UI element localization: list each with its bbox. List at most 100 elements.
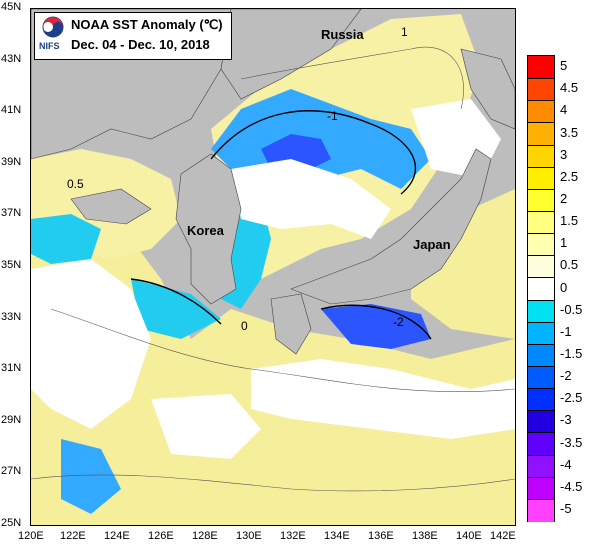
blue-patch-sw xyxy=(61,439,121,514)
land-shandong xyxy=(70,188,152,225)
colorbar-segment xyxy=(528,476,554,501)
colorbar-label: 5 xyxy=(560,58,568,74)
colorbar-label: -4 xyxy=(560,456,572,472)
colorbar-label: -5 xyxy=(560,500,572,516)
colorbar-segment xyxy=(528,366,554,390)
colorbar-segment xyxy=(528,144,554,169)
blue-patch-west xyxy=(31,214,101,264)
colorbar-label: -3.5 xyxy=(560,434,583,450)
colorbar-segment xyxy=(528,454,554,479)
label-korea: Korea xyxy=(187,223,224,238)
colorbar-label: -1.5 xyxy=(560,345,583,361)
colorbar-label: 3 xyxy=(560,146,568,162)
colorbar-segment xyxy=(528,321,554,346)
colorbar-label: -3 xyxy=(560,412,572,428)
lat-tick-label: 31N xyxy=(1,362,22,375)
colorbar-segment xyxy=(528,166,554,191)
lat-tick-label: 25N xyxy=(1,517,22,529)
colorbar-label: -1 xyxy=(560,323,572,339)
sst-map: Russia Korea Japan 0.5 -1 -2 0 1 xyxy=(30,8,516,526)
colorbar-label: 1.5 xyxy=(560,213,579,229)
contour-label: -1 xyxy=(327,109,338,123)
colorbar-segment xyxy=(528,122,554,147)
colorbar-label: 2 xyxy=(560,190,568,206)
land-korea xyxy=(175,153,242,305)
lon-tick-label: 130E xyxy=(236,530,262,542)
contour-label: -2 xyxy=(393,315,404,329)
contour-label: 0 xyxy=(241,319,248,333)
colorbar-label: -2 xyxy=(560,368,572,384)
land-kyushu xyxy=(270,293,312,355)
land-russia xyxy=(220,9,362,100)
lon-tick-label: 122E xyxy=(60,530,86,542)
contour-line xyxy=(320,304,432,340)
land-japan-honshu xyxy=(290,148,492,305)
nifs-logo-icon xyxy=(42,16,64,38)
colorbar-segment xyxy=(528,255,554,279)
label-japan: Japan xyxy=(413,237,451,252)
lat-tick-label: 43N xyxy=(1,52,22,65)
colorbar-segment xyxy=(528,100,554,124)
colorbar-label: 3.5 xyxy=(560,124,579,140)
land-hokkaido xyxy=(460,48,515,130)
colorbar-segment xyxy=(528,188,554,213)
lat-tick-label: 33N xyxy=(1,310,22,323)
colorbar-segment xyxy=(528,343,554,368)
contour-line xyxy=(130,278,222,325)
colorbar-label: -2.5 xyxy=(560,390,583,406)
cloud-area-3 xyxy=(251,359,515,439)
lat-tick-label: 41N xyxy=(1,104,22,117)
colorbar-segment xyxy=(528,233,554,257)
label-russia: Russia xyxy=(321,27,364,42)
lon-tick-label: 124E xyxy=(104,530,130,542)
lon-tick-label: 132E xyxy=(280,530,306,542)
colorbar-segment xyxy=(528,211,554,235)
cloud-area-1 xyxy=(31,259,151,429)
lon-tick-label: 126E xyxy=(148,530,174,542)
colorbar-label: -4.5 xyxy=(560,478,583,494)
lon-tick-label: 138E xyxy=(412,530,438,542)
colorbar xyxy=(527,55,555,523)
map-title: NOAA SST Anomaly (℃) xyxy=(71,17,223,32)
contour-line xyxy=(240,46,464,110)
lat-tick-label: 39N xyxy=(1,155,22,168)
lon-tick-label: 134E xyxy=(324,530,350,542)
logo-text: NIFS xyxy=(39,41,60,51)
contour-line xyxy=(50,308,515,393)
colorbar-segment xyxy=(528,56,554,79)
cloud-area-2 xyxy=(231,159,391,239)
date-range: Dec. 04 - Dec. 10, 2018 xyxy=(71,37,210,52)
lat-tick-label: 29N xyxy=(1,413,22,426)
lon-tick-label: 136E xyxy=(368,530,394,542)
colorbar-segment xyxy=(528,78,554,102)
contour-line xyxy=(31,474,515,492)
colorbar-segment xyxy=(528,277,554,302)
contour-label: 1 xyxy=(401,25,408,39)
contour-label: 0.5 xyxy=(67,177,84,191)
colorbar-segment xyxy=(528,498,554,523)
colorbar-label: 1 xyxy=(560,235,568,251)
title-box: NIFS NOAA SST Anomaly (℃) Dec. 04 - Dec.… xyxy=(34,12,232,60)
colorbar-segment xyxy=(528,299,554,324)
map-canvas xyxy=(31,9,515,525)
lat-tick-label: 37N xyxy=(1,207,22,220)
lat-tick-label: 45N xyxy=(1,1,22,13)
lon-tick-label: 142E xyxy=(490,530,516,542)
lon-tick-label: 140E xyxy=(456,530,482,542)
cloud-area-4 xyxy=(151,394,261,459)
lon-tick-label: 120E xyxy=(18,530,44,542)
colorbar-segment xyxy=(528,388,554,412)
colorbar-label: 4.5 xyxy=(560,80,579,96)
lat-tick-label: 27N xyxy=(1,465,22,478)
colorbar-label: 0.5 xyxy=(560,257,579,273)
lon-tick-label: 128E xyxy=(192,530,218,542)
colorbar-label: 0 xyxy=(560,279,568,295)
colorbar-label: 2.5 xyxy=(560,168,579,184)
contour-line xyxy=(210,110,417,195)
blue-patch-japan-south xyxy=(321,304,431,349)
blue-patch-south xyxy=(131,279,221,339)
lat-tick-label: 35N xyxy=(1,259,22,271)
colorbar-label: -0.5 xyxy=(560,301,583,317)
colorbar-segment xyxy=(528,410,554,434)
colorbar-label: 4 xyxy=(560,102,568,118)
